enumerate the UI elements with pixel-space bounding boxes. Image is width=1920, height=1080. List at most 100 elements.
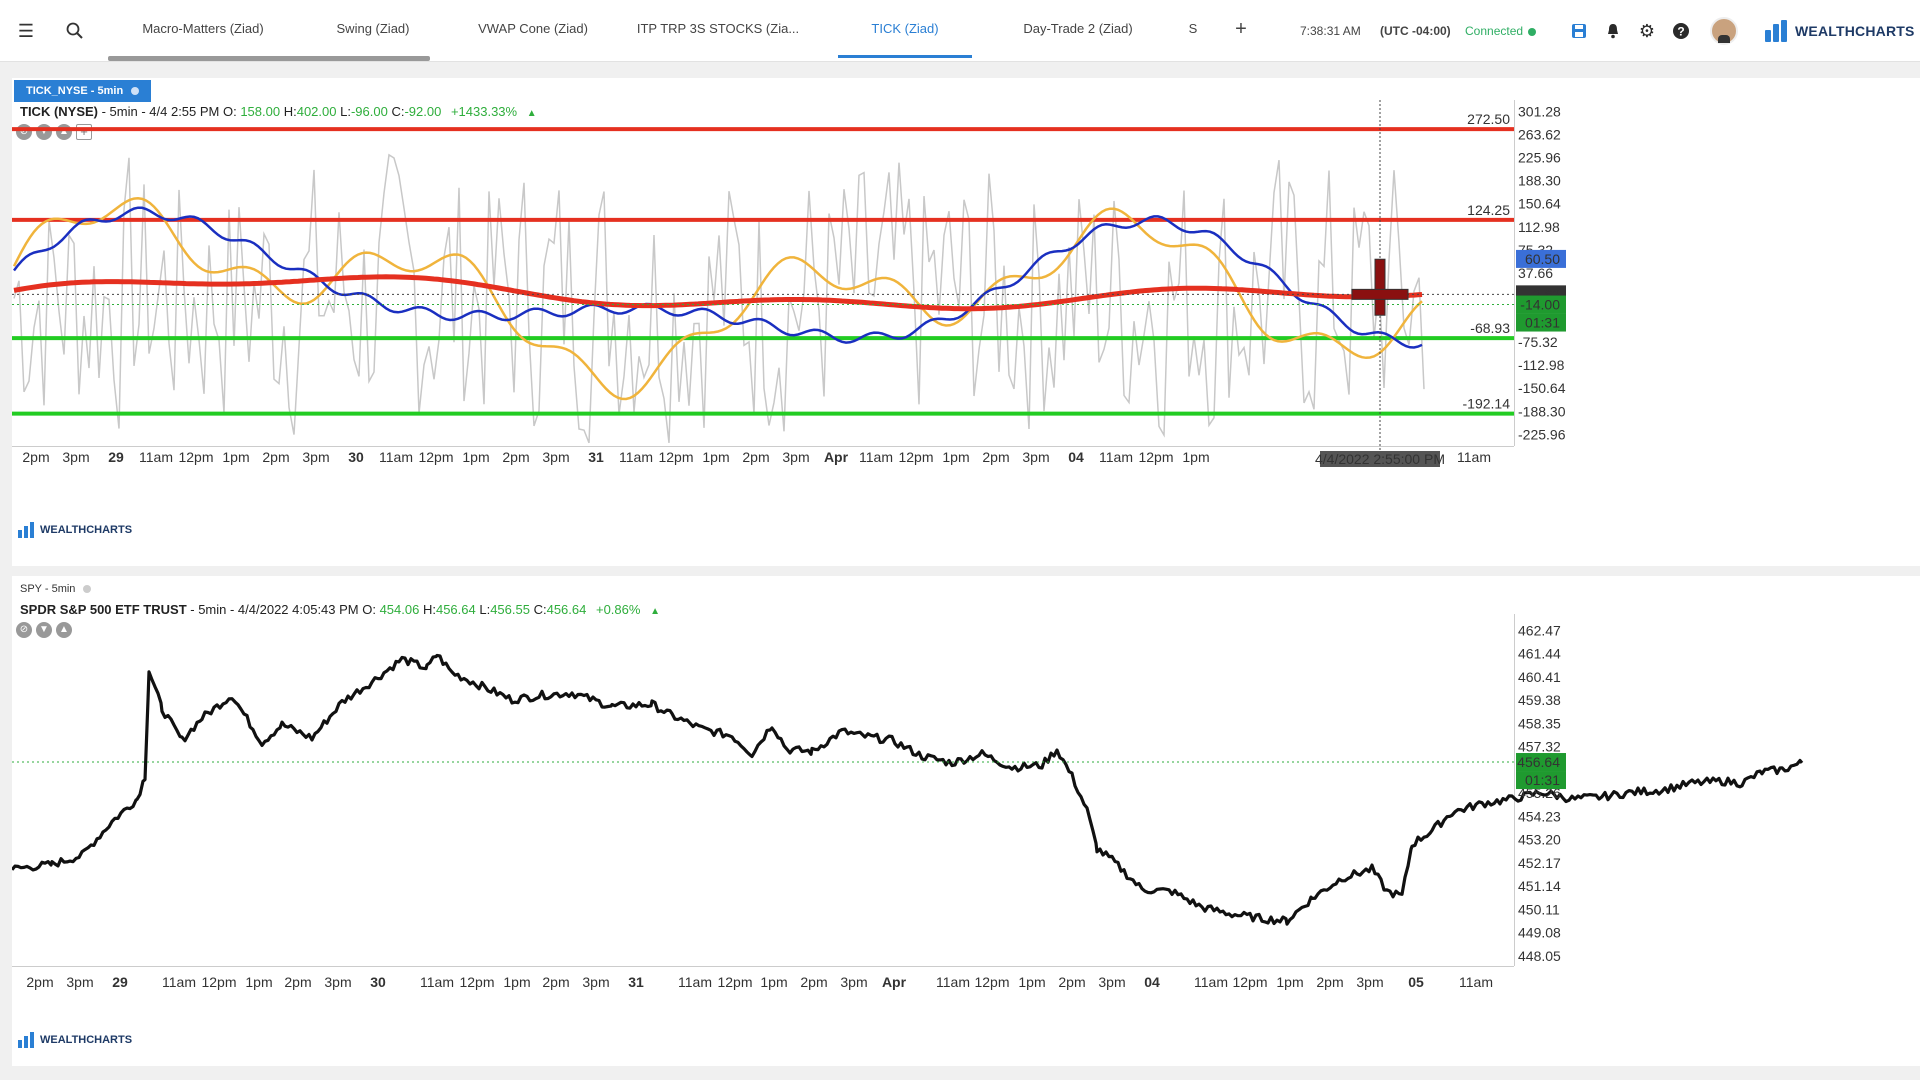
tick-x-tick-label: 1pm — [1182, 449, 1209, 465]
tick-y-tick-label: 225.96 — [1518, 150, 1561, 166]
spy-collapse-icon[interactable]: ▼ — [36, 622, 52, 638]
tick-crosshair-time-label: 4/4/2022 2:55:00 PM — [1315, 451, 1445, 467]
spy-high: 456.64 — [435, 602, 476, 617]
spy-y-tick-label: 449.08 — [1518, 925, 1561, 941]
spy-symbol-dot — [83, 585, 92, 594]
tick-moving-average — [13, 274, 1423, 312]
tick-chart-canvas[interactable]: 272.50 124.25 -68.93 -192.14 301.28 263.62 225… — [12, 78, 1920, 566]
tick-x-tick-label: 12pm — [418, 449, 453, 465]
add-tab-button[interactable]: + — [1235, 18, 1247, 40]
spy-x-tick-label: 12pm — [1232, 974, 1267, 990]
bell-icon[interactable] — [1602, 20, 1624, 42]
spy-x-tick-label: 05 — [1408, 974, 1424, 990]
tick-x-tick-label: 11am — [859, 449, 893, 465]
tick-badge-0 — [1516, 249, 1566, 268]
spy-x-tick-label: 2pm — [800, 974, 827, 990]
tick-badge-2 — [1516, 295, 1566, 314]
tabs-scrollbar[interactable] — [108, 56, 430, 61]
search-icon[interactable] — [62, 18, 88, 44]
spy-symbol-tab[interactable]: SPY - 5min — [20, 583, 92, 595]
tick-level-label-2: -68.93 — [1470, 320, 1510, 336]
tab-swing[interactable]: Swing (Ziad) — [336, 21, 410, 36]
top-toolbar: ☰ Macro-Matters (Ziad) Swing (Ziad) VWAP… — [0, 0, 1920, 62]
spy-expand-icon[interactable]: ▲ — [56, 622, 72, 638]
spy-watermark: WEALTHCHARTS — [18, 1032, 132, 1048]
tick-watermark-icon — [18, 522, 36, 538]
tick-x-tick-label: 2pm — [742, 449, 769, 465]
spy-chart-canvas[interactable]: 462.47 461.44 460.41 459.38 458.35 457.32 455.… — [12, 576, 1920, 1066]
tick-up-arrow-icon: ▲ — [526, 108, 537, 119]
avatar[interactable] — [1710, 17, 1738, 45]
tick-x-tick-label: 3pm — [1022, 449, 1049, 465]
spy-x-tick-label: 12pm — [717, 974, 752, 990]
spy-close: 456.64 — [546, 602, 587, 617]
tick-x-tick-label: 2pm — [262, 449, 289, 465]
spy-y-tick-label: 461.44 — [1518, 646, 1561, 662]
spy-low: 456.55 — [490, 602, 530, 617]
spy-x-tick-label: 1pm — [760, 974, 787, 990]
spy-price-series — [12, 653, 1804, 926]
wealthcharts-logo: WEALTHCHARTS — [1765, 18, 1915, 44]
spy-x-tick-label: 31 — [628, 974, 644, 990]
spy-y-tick-label: 462.47 — [1518, 622, 1561, 638]
menu-icon[interactable]: ☰ — [17, 20, 35, 41]
spy-y-tick-label: 448.05 — [1518, 948, 1561, 964]
tick-x-tick-label: 3pm — [542, 449, 569, 465]
tick-x-axis-line — [12, 446, 1514, 447]
save-icon[interactable] — [1568, 20, 1590, 42]
spy-close-label: C: — [529, 602, 547, 617]
spy-ohlc-legend: SPDR S&P 500 ETF TRUST - 5min - 4/4/2022… — [20, 602, 660, 617]
tab-day-trade-2[interactable]: Day-Trade 2 (Ziad) — [1023, 21, 1133, 36]
tick-x-tick-label: 11am — [379, 449, 413, 465]
gear-icon[interactable]: ⚙ — [1638, 20, 1656, 41]
tick-x-tick-label: 3pm — [302, 449, 329, 465]
tab-macro-matters[interactable]: Macro-Matters (Ziad) — [142, 21, 264, 36]
spy-x-tick-label: 3pm — [1098, 974, 1125, 990]
tick-x-tick-label: 31 — [588, 449, 604, 465]
tick-x-tick-label: 04 — [1068, 449, 1084, 465]
tick-symbol-tab[interactable]: TICK_NYSE - 5min — [14, 80, 152, 102]
help-icon[interactable]: ? — [1670, 20, 1692, 42]
tab-vwap-cone[interactable]: VWAP Cone (Ziad) — [478, 21, 588, 36]
spy-last-price-label: 456.64 — [1517, 754, 1560, 770]
tick-x-tick-label: 2pm — [502, 449, 529, 465]
tick-x-tick-label: 29 — [108, 449, 124, 465]
spy-x-tick-label: 11am — [678, 974, 712, 990]
tick-x-tick-label: 11am — [1099, 449, 1133, 465]
tick-watermark: WEALTHCHARTS — [18, 522, 132, 538]
spy-countdown-label: 01:31 — [1525, 772, 1560, 788]
spy-chart-controls: ⊘ ▼ ▲ — [16, 622, 72, 638]
svg-text:?: ? — [1677, 25, 1684, 39]
tick-cross-marker-v — [1374, 258, 1386, 316]
tab-s[interactable]: S — [1188, 21, 1198, 36]
spy-x-tick-label: 11am — [1459, 974, 1493, 990]
tick-level-label-0: 272.50 — [1467, 111, 1510, 127]
tick-x-tick-label: 12pm — [1138, 449, 1173, 465]
tick-symbol-dot — [131, 87, 140, 96]
spy-x-tick-label: 2pm — [1316, 974, 1343, 990]
tick-high-label: H: — [280, 104, 297, 119]
logo-mark-icon — [1765, 20, 1789, 42]
spy-watermark-text: WEALTHCHARTS — [40, 1034, 133, 1046]
spy-remove-icon[interactable]: ⊘ — [16, 622, 32, 638]
tab-itp-trp-stocks[interactable]: ITP TRP 3S STOCKS (Zia... — [636, 21, 800, 36]
tick-badge-label-0: 60.50 — [1525, 251, 1560, 267]
tick-x-tick-label: 2pm — [22, 449, 49, 465]
spy-x-tick-label: 12pm — [974, 974, 1009, 990]
tick-y-tick-label: 188.30 — [1518, 173, 1561, 189]
tick-x-tick-label: 12pm — [178, 449, 213, 465]
tab-tick[interactable]: TICK (Ziad) — [838, 0, 972, 58]
clock-time: 7:38:31 AM — [1300, 24, 1361, 38]
spy-desc: - 5min - 4/4/2022 4:05:43 PM O: — [186, 602, 380, 617]
tick-slow-series — [13, 206, 1423, 349]
tick-fast-series — [12, 197, 1423, 401]
spy-x-tick-label: 30 — [370, 974, 386, 990]
tick-y-tick-label: -75.32 — [1518, 334, 1558, 350]
logo-text: WEALTHCHARTS — [1795, 23, 1915, 39]
tick-low: -96.00 — [350, 104, 388, 119]
tick-badge-label-2: -14.00 — [1520, 297, 1560, 313]
connection-status: Connected — [1465, 24, 1537, 38]
tick-high: 402.00 — [296, 104, 337, 119]
spy-countdown-badge — [1516, 771, 1566, 790]
spy-x-tick-label: 2pm — [1058, 974, 1085, 990]
